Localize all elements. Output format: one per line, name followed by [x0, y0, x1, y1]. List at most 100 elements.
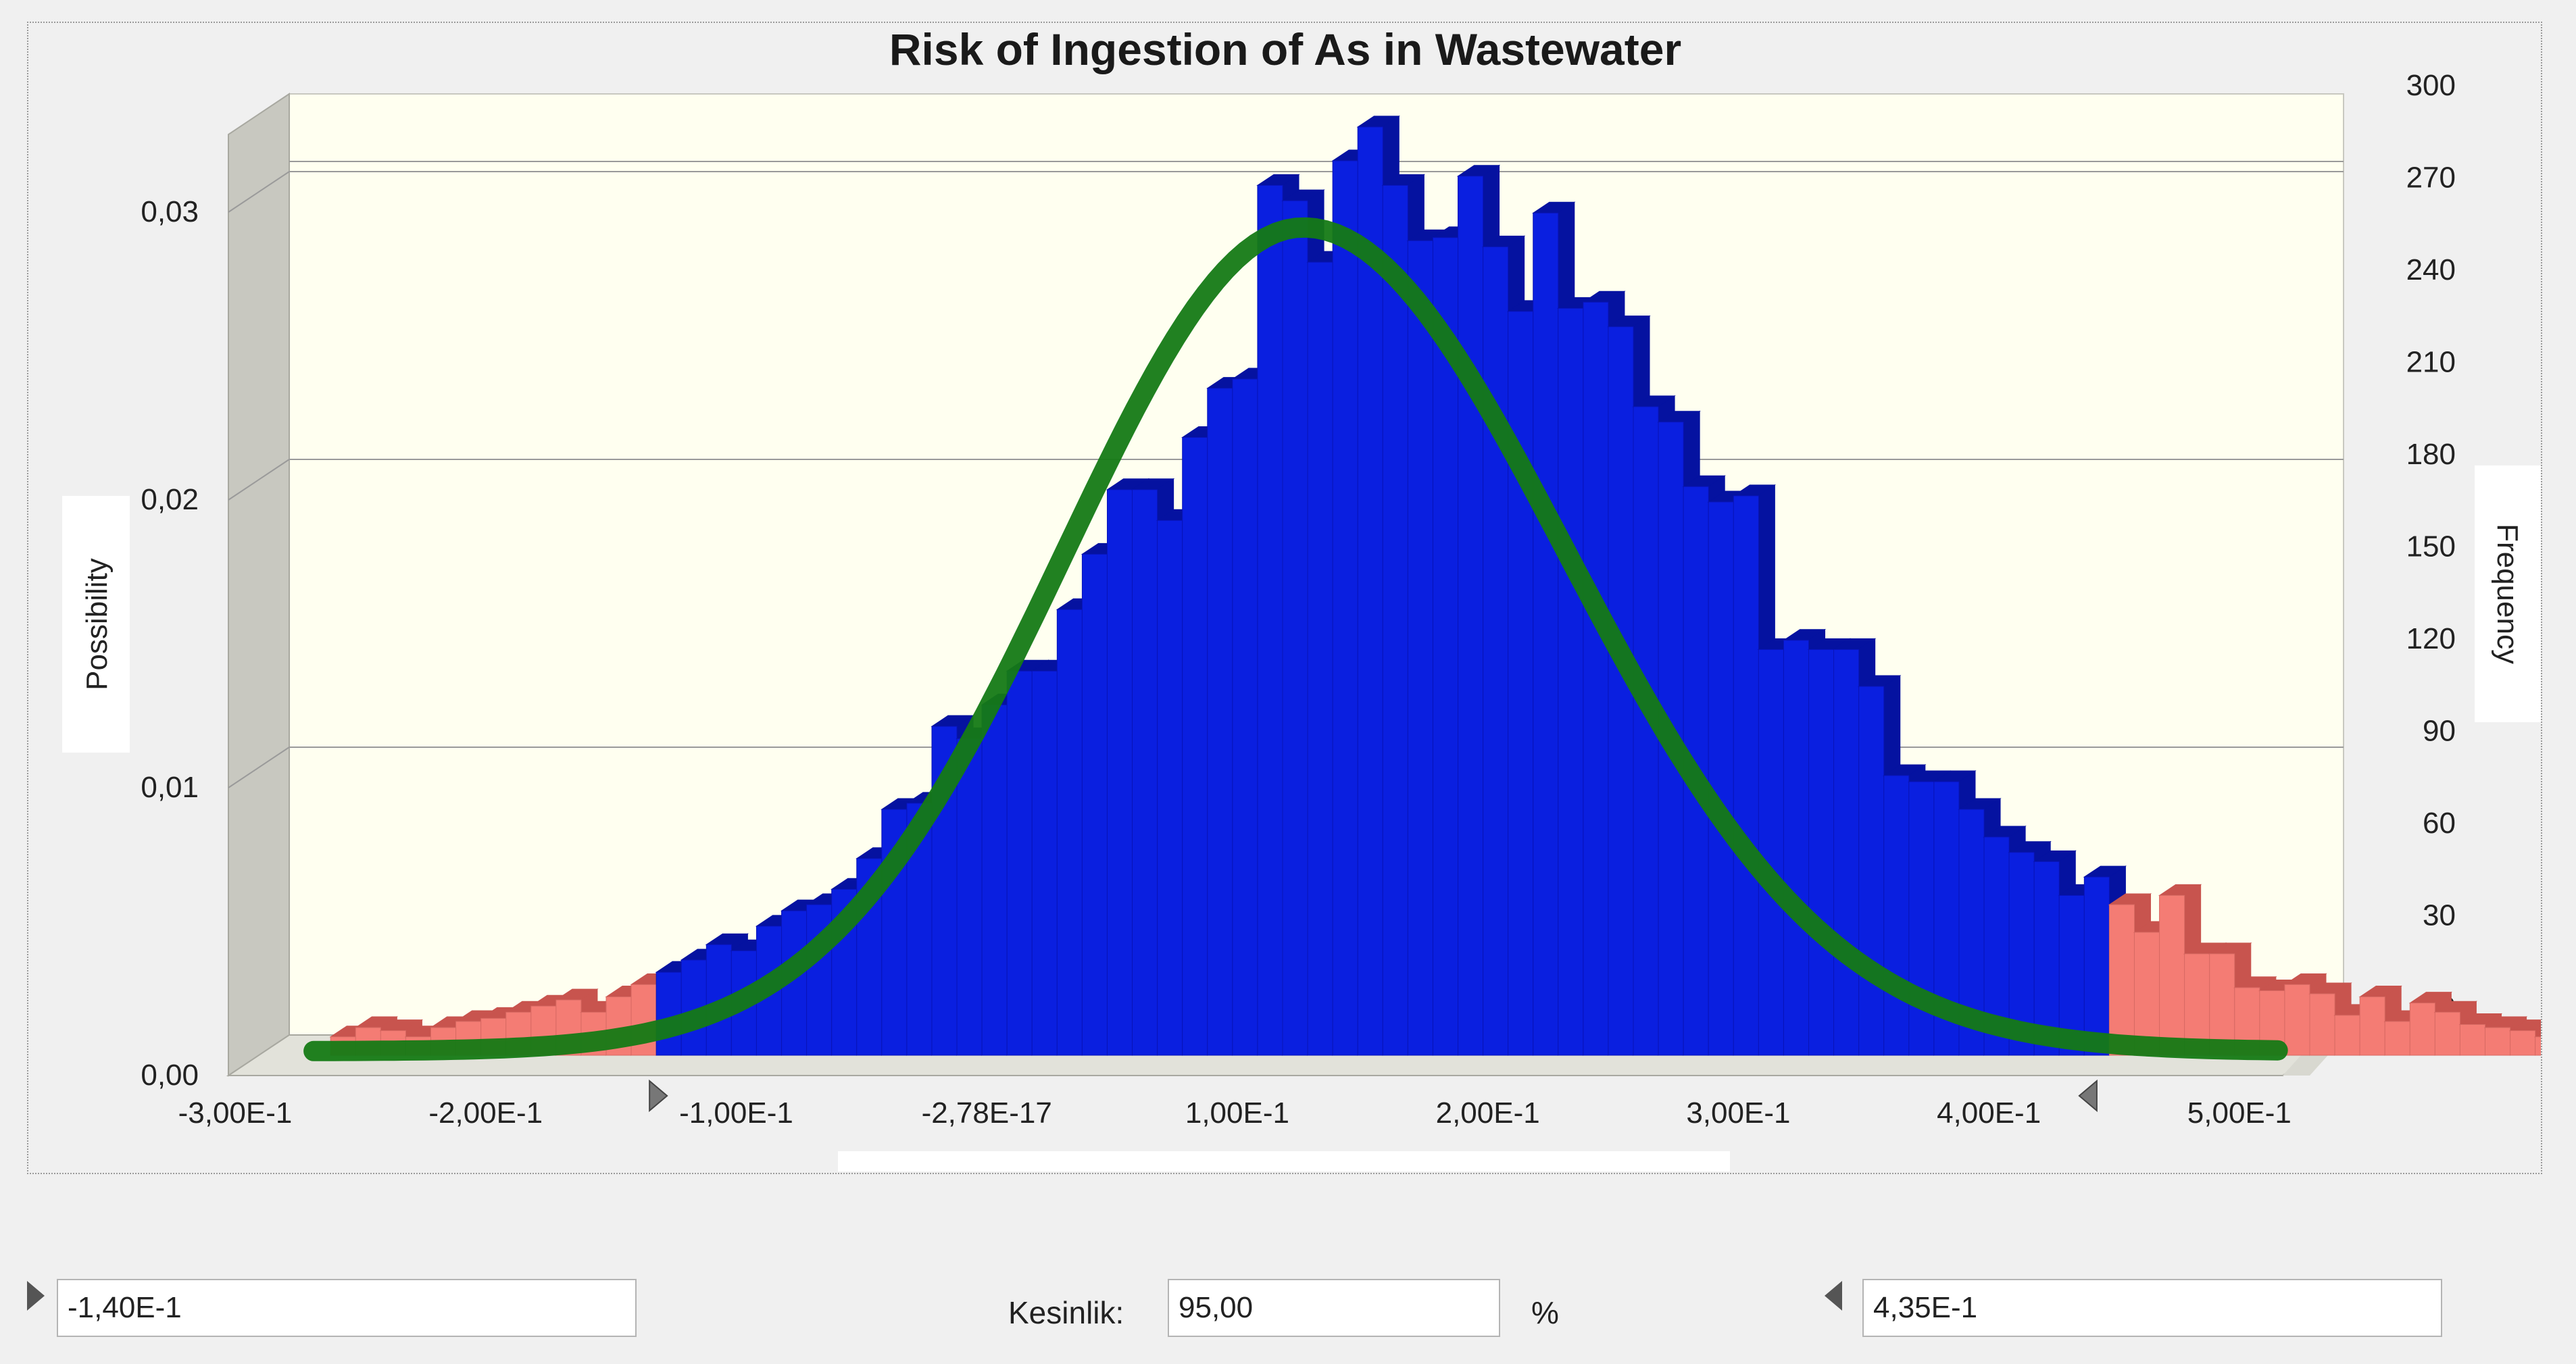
histogram-bar — [1583, 301, 1609, 1056]
histogram-bar — [2309, 993, 2335, 1056]
histogram-bar — [2359, 996, 2385, 1056]
histogram-bar — [655, 971, 682, 1056]
histogram-bar — [1006, 670, 1033, 1056]
y-right-tick-label: 270 — [2406, 161, 2456, 195]
certainty-input[interactable] — [1168, 1279, 1500, 1337]
histogram-bar — [2384, 1021, 2410, 1056]
histogram-bar — [1883, 775, 1910, 1056]
upper-bound-input[interactable] — [1862, 1279, 2442, 1337]
y-right-tick-label: 150 — [2406, 530, 2456, 563]
histogram-bar — [1432, 237, 1459, 1056]
histogram-bar — [2334, 1015, 2360, 1056]
x-tick-label: -2,00E-1 — [428, 1096, 543, 1130]
histogram-bar — [1257, 184, 1283, 1056]
histogram-bar — [1056, 609, 1083, 1056]
histogram-bar — [2033, 861, 2060, 1056]
upper-bound-marker — [2078, 1079, 2098, 1113]
plot-side-wall — [228, 93, 290, 1077]
ylabel-left: Possibility — [80, 558, 114, 690]
x-tick-label: 4,00E-1 — [1937, 1096, 2041, 1130]
gridline-depth — [228, 747, 290, 788]
xlabel-box — [838, 1151, 1730, 1171]
histogram-bar — [1332, 160, 1358, 1056]
histogram-bar — [1207, 388, 1233, 1056]
histogram-bar — [2434, 1011, 2460, 1056]
histogram-bar — [1858, 686, 1885, 1056]
histogram-chart: 0,000,010,020,03030609012015018021024027… — [62, 24, 2541, 1171]
y-left-tick-label: 0,00 — [141, 1059, 199, 1092]
histogram-bar-top — [2534, 1032, 2541, 1038]
histogram-bar — [2459, 1024, 2486, 1056]
chart-title: Risk of Ingestion of As in Wastewater — [889, 24, 1681, 74]
histogram-bar — [1508, 311, 1534, 1056]
histogram-bar — [956, 738, 983, 1056]
histogram-bar — [1733, 495, 1759, 1056]
x-tick-label: 3,00E-1 — [1686, 1096, 1790, 1130]
y-right-tick-label: 180 — [2406, 438, 2456, 471]
histogram-bar — [1132, 489, 1158, 1056]
histogram-bar — [1031, 670, 1058, 1056]
histogram-bar — [1808, 649, 1835, 1056]
lower-bound-input[interactable] — [57, 1279, 637, 1337]
y-right-tick-label: 240 — [2406, 253, 2456, 286]
ylabel-left-box — [62, 496, 130, 753]
x-tick-label: 2,00E-1 — [1436, 1096, 1540, 1130]
gridline-depth — [228, 459, 290, 501]
histogram-bar — [1483, 246, 1509, 1056]
histogram-bar — [1081, 553, 1108, 1056]
y-left-tick-label: 0,02 — [141, 483, 199, 516]
percent-sign: % — [1531, 1295, 1559, 1330]
histogram-bar — [1783, 640, 1810, 1056]
histogram-bar — [1908, 781, 1935, 1056]
histogram-bar — [1282, 200, 1308, 1056]
histogram-bar — [1357, 126, 1383, 1056]
histogram-bar — [2510, 1030, 2536, 1056]
ylabel-right: Frequency — [2491, 524, 2524, 664]
histogram-bar — [1407, 240, 1433, 1056]
gridline-depth — [228, 171, 290, 213]
x-tick-label: -2,78E-17 — [922, 1096, 1052, 1130]
histogram-bar — [2409, 1003, 2435, 1056]
histogram-bar — [1833, 649, 1860, 1056]
y-right-tick-label: 300 — [2406, 69, 2456, 102]
histogram-bar — [1307, 261, 1333, 1056]
histogram-bar — [1458, 176, 1484, 1056]
chart-panel: 0,000,010,020,03030609012015018021024027… — [27, 22, 2542, 1174]
histogram-bar — [2108, 904, 2135, 1056]
histogram-bar — [2284, 984, 2310, 1056]
histogram-bar — [1608, 326, 1634, 1056]
certainty-label: Kesinlik: — [1008, 1295, 1124, 1330]
histogram-bar — [1382, 184, 1408, 1056]
histogram-bar — [2535, 1036, 2541, 1056]
histogram-bar — [1106, 489, 1133, 1056]
x-tick-label: 5,00E-1 — [2187, 1096, 2292, 1130]
histogram-bar — [981, 704, 1008, 1056]
ylabel-right-box — [2475, 465, 2541, 722]
x-tick-label: -3,00E-1 — [178, 1096, 293, 1130]
histogram-bar — [1533, 212, 1559, 1056]
histogram-bar — [1758, 649, 1784, 1056]
histogram-bar — [2133, 932, 2160, 1056]
y-right-tick-label: 90 — [2423, 715, 2456, 748]
histogram-bar — [1232, 378, 1258, 1056]
lower-bound-handle-icon[interactable] — [27, 1281, 45, 1311]
y-right-tick-label: 120 — [2406, 622, 2456, 655]
upper-bound-handle-icon[interactable] — [1825, 1281, 1842, 1311]
histogram-bar — [2159, 894, 2185, 1056]
histogram-bar — [1157, 520, 1183, 1056]
x-tick-label: 1,00E-1 — [1185, 1096, 1289, 1130]
y-right-tick-label: 60 — [2423, 807, 2456, 840]
histogram-bar — [2485, 1027, 2511, 1056]
y-right-tick-label: 30 — [2423, 899, 2456, 932]
fit-curve — [303, 217, 2288, 1061]
histogram-bar — [2083, 876, 2110, 1056]
histogram-bar — [1182, 436, 1208, 1056]
lower-bound-marker — [649, 1079, 668, 1113]
y-left-tick-label: 0,03 — [141, 195, 199, 228]
y-right-tick-label: 210 — [2406, 346, 2456, 379]
x-tick-label: -1,00E-1 — [679, 1096, 793, 1130]
y-left-tick-label: 0,01 — [141, 771, 199, 804]
histogram-bar — [1708, 501, 1734, 1056]
histogram-bar — [1558, 307, 1584, 1056]
histogram-bar — [2209, 953, 2235, 1056]
